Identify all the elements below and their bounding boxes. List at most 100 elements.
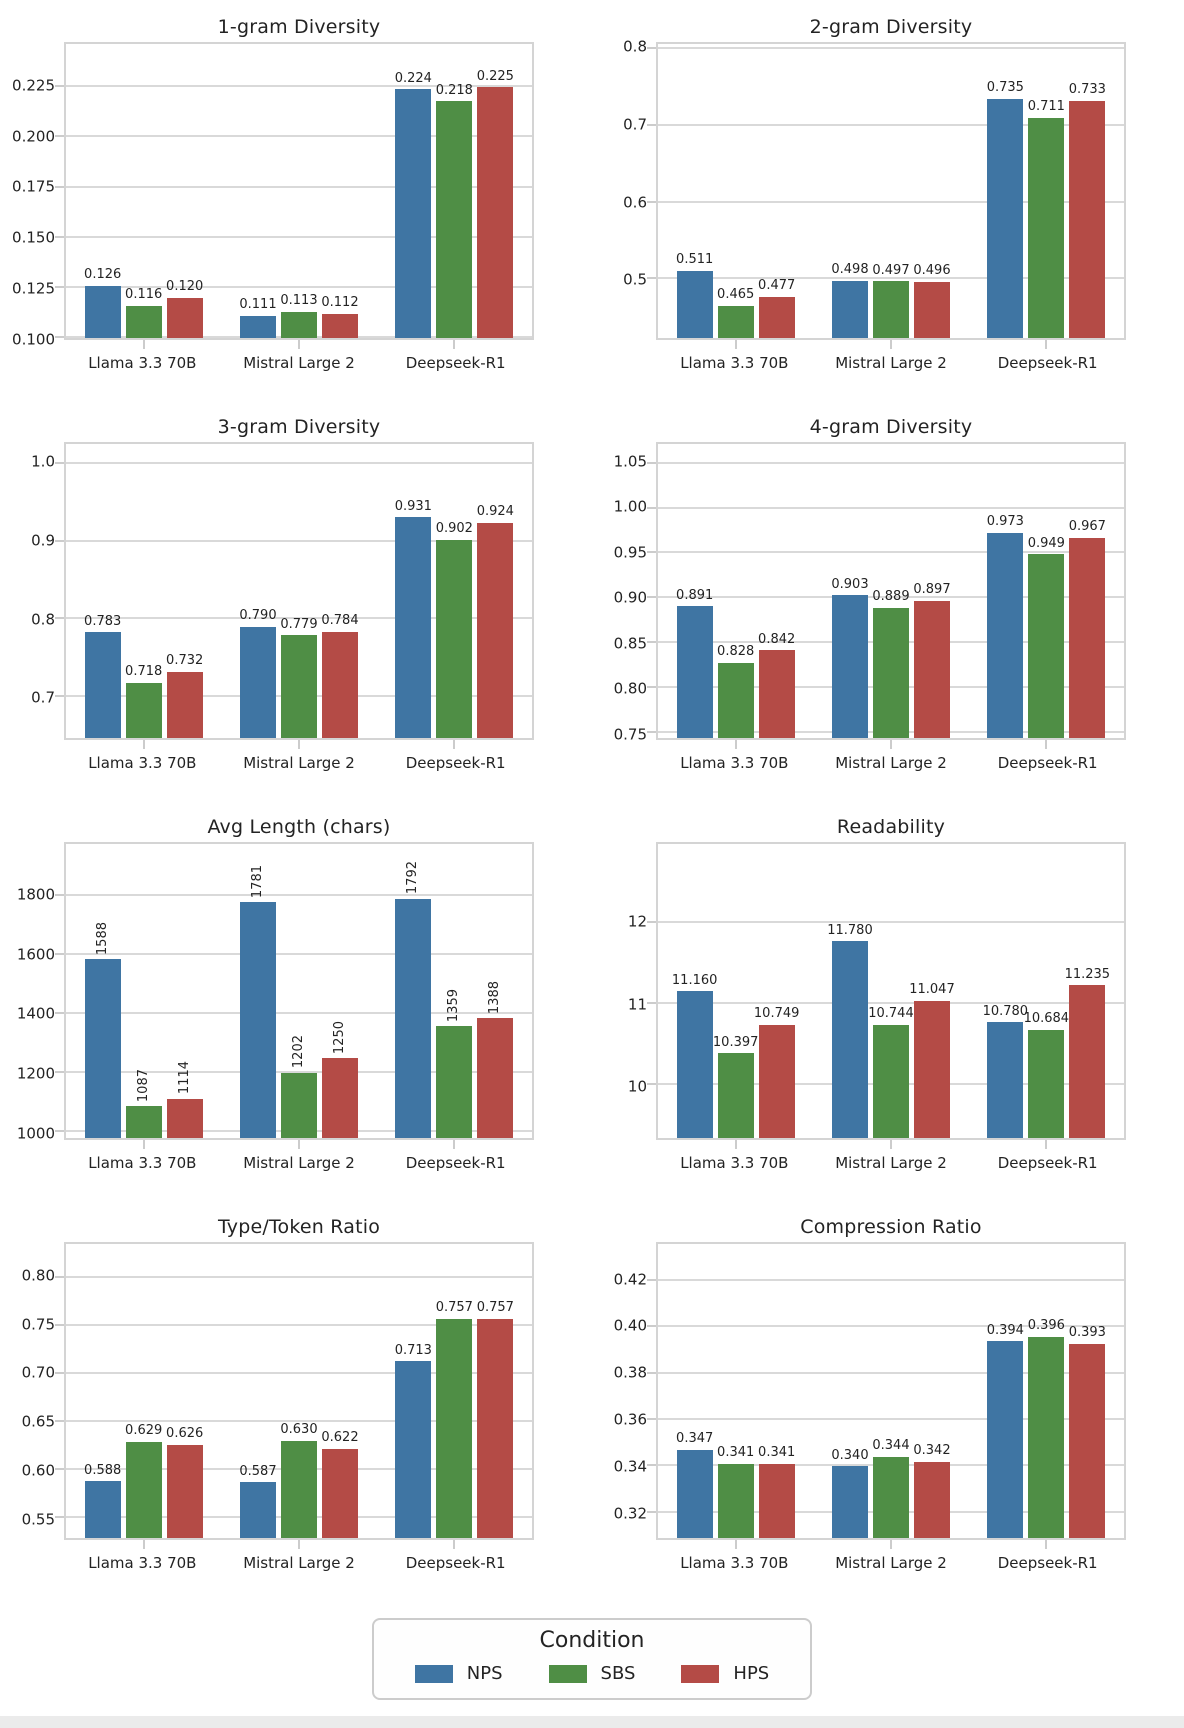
bar-sbs [1028,1336,1065,1538]
bar-groups: 0.588 0.629 0.626 0.587 0.630 0.622 0.713 0.757… [66,1244,532,1538]
y-tick-label: 0.125 [12,279,55,298]
x-tick-mark [734,1540,737,1549]
x-tick-mark [298,1540,300,1549]
bar-hps [321,631,358,738]
bar-slot: 0.113 [280,44,318,338]
bar-value-label: 0.588 [84,1462,122,1478]
x-tick-mark [890,740,892,749]
bar-slot: 0.347 [676,1244,713,1538]
bar-groups: 1588 1087 1114 1781 1202 1250 1792 1359 1388 [66,844,532,1138]
y-tick-mark [647,1325,656,1328]
charts-grid: 1-gram Diversity 0.100 0.125 0.150 0.175 0.20… [0,16,1184,1572]
bar-hps [758,1463,795,1538]
chart-4-gram-diversity: 4-gram Diversity 0.75 0.80 0.85 0.90 0.95 1.00… [592,400,1184,800]
bar-slot: 0.340 [831,1244,869,1538]
chart-body: 0.5 0.6 0.7 0.8 0.511 0.465 0.477 0.498 0.497 0.4… [592,37,1184,349]
bar-hps [1069,1343,1106,1538]
y-tick-label: 1600 [16,945,55,964]
bar-value-label: 0.126 [84,267,122,283]
gridline [66,539,532,542]
bar-value-label: 0.587 [239,1463,277,1479]
y-tick-label: 0.150 [12,228,55,247]
gridline [66,85,532,88]
bar-value-label: 0.394 [986,1322,1024,1338]
y-tick-label: 0.42 [613,1270,647,1289]
bar-group-mistral-large-2: 0.903 0.889 0.897 [813,444,968,738]
bar-group-llama-3-3-70b: 0.783 0.718 0.732 [66,444,221,738]
bar-slot: 0.396 [1028,1244,1065,1538]
bar-sbs [125,305,162,338]
y-tick-label: 11 [627,995,647,1014]
bar-value-label: 1588 [94,921,110,955]
bar-slot: 0.126 [84,44,122,338]
bar-hps [321,1058,358,1138]
gridline [66,1012,532,1015]
x-category-label: Deepseek-R1 [405,354,506,372]
bottom-strip [0,1716,1184,1728]
bar-sbs [717,1053,754,1138]
bar-slot: 0.735 [987,44,1024,338]
bar-slot: 0.630 [280,1244,318,1538]
x-category-label: Deepseek-R1 [997,754,1098,772]
bar-sbs [872,1456,909,1538]
x-tick-mark [734,1140,737,1149]
bar-slot: 0.733 [1069,44,1106,338]
y-tick-label: 0.9 [31,531,55,550]
bar-nps [239,315,276,338]
bar-slot: 11.047 [909,844,955,1138]
chart-title: Avg Length (chars) [207,816,391,838]
y-tick-label: 1800 [16,885,55,904]
bar-hps [913,1461,950,1538]
bar-slot: 0.120 [166,44,203,338]
x-category-label: Deepseek-R1 [997,354,1098,372]
legend-label-hps: HPS [733,1663,770,1684]
bar-hps [166,1098,203,1138]
bar-slot: 0.626 [166,1244,203,1538]
bar-slot: 0.924 [477,444,514,738]
bar-sbs [1028,554,1065,738]
x-category-label: Llama 3.3 70B [88,1154,197,1172]
y-tick-mark [647,1002,656,1005]
y-tick-mark [55,953,64,956]
y-axis: 0.7 0.8 0.9 1.0 [0,442,64,740]
bar-group-mistral-large-2: 0.111 0.113 0.112 [221,44,376,338]
bar-slot: 0.897 [913,444,951,738]
y-tick-label: 0.8 [623,37,647,56]
bar-slot: 10.744 [868,844,914,1138]
x-category-label: Llama 3.3 70B [680,354,789,372]
gridline [658,1371,1124,1374]
y-tick-label: 0.6 [623,193,647,212]
x-tick-mark [1045,1540,1048,1549]
bar-slot: 0.393 [1069,1244,1106,1538]
bar-value-label: 10.684 [1023,1011,1070,1027]
y-tick-mark [55,894,64,897]
chart-title: Compression Ratio [800,1216,982,1238]
x-tick-mark [453,1140,456,1149]
bar-groups: 11.160 10.397 10.749 11.780 10.744 11.047 10.7… [658,844,1124,1138]
bar-hps [166,671,203,738]
bar-sbs [436,101,473,338]
gridline [66,1419,532,1422]
chart-body: 0.75 0.80 0.85 0.90 0.95 1.00 1.05 0.891 0.828 0.… [592,442,1184,749]
bar-groups: 0.891 0.828 0.842 0.903 0.889 0.897 0.973 0.949… [658,444,1124,738]
plot-area: 0.891 0.828 0.842 0.903 0.889 0.897 0.973 0.949… [647,442,1126,749]
y-tick-mark [647,461,656,464]
x-axis-labels: Llama 3.3 70B Mistral Large 2 Deepseek-R1 [656,340,1126,372]
x-category-label: Llama 3.3 70B [88,1554,197,1572]
gridline [66,135,532,138]
hps-swatch-icon [681,1664,720,1683]
y-axis: 0.5 0.6 0.7 0.8 [592,37,656,340]
y-tick-mark [55,1275,64,1278]
gridline [66,953,532,956]
bar-value-label: 0.757 [476,1300,514,1316]
x-axis-labels: Llama 3.3 70B Mistral Large 2 Deepseek-R1 [64,1540,534,1572]
gridline [658,461,1124,464]
gridline [658,506,1124,509]
bar-value-label: 1792 [405,861,421,895]
bar-value-label: 0.224 [394,70,432,86]
x-tick-mark [890,340,892,349]
x-category-label: Deepseek-R1 [997,1154,1098,1172]
bar-group-mistral-large-2: 0.340 0.344 0.342 [813,1244,968,1538]
bar-value-label: 0.891 [676,587,714,603]
bar-value-label: 0.344 [872,1438,910,1454]
